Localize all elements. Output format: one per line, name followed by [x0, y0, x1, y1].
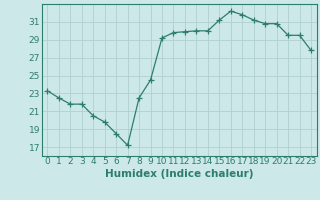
X-axis label: Humidex (Indice chaleur): Humidex (Indice chaleur) [105, 169, 253, 179]
